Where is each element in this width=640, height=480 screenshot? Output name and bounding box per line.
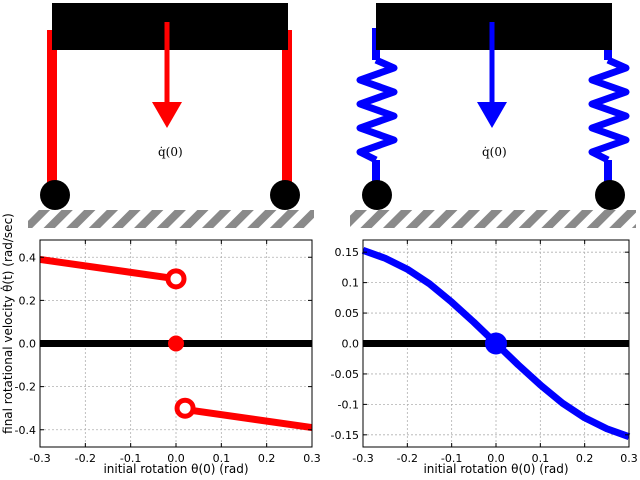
- ytick-label: -0.4: [15, 424, 36, 437]
- ytick-label: 0.0: [19, 338, 37, 351]
- foot-left-b: [270, 180, 300, 210]
- chart-right-markers: [485, 332, 507, 355]
- arrow-left-head: [152, 102, 182, 128]
- marker-filled-0: [485, 332, 507, 355]
- xtick-label: 0.3: [620, 452, 638, 465]
- chart-left-series: [39, 255, 313, 432]
- ytick-label: 0.4: [19, 251, 37, 264]
- velocity-label-left: q̇(0): [158, 145, 183, 159]
- ytick-label: -0.2: [15, 381, 36, 394]
- velocity-label-right: q̇(0): [482, 145, 507, 159]
- ytick-label: 0.15: [335, 246, 360, 259]
- ground-left: [28, 210, 314, 228]
- ytick-label: -0.1: [338, 398, 359, 411]
- chart-left-xticks: -0.3 -0.2 -0.1 0.0 0.1 0.2 0.3: [29, 240, 321, 465]
- ytick-label: 0.2: [19, 294, 37, 307]
- chart-left-markers: [165, 268, 196, 419]
- ytick-label: 0.1: [342, 277, 360, 290]
- diagram-spring-legs: q̇(0): [350, 3, 636, 228]
- xtick-label: -0.2: [75, 452, 96, 465]
- xtick-label: 0.2: [258, 452, 276, 465]
- chart-right-yticks: -0.15 -0.1 -0.05 0.0 0.05 0.1 0.15: [331, 246, 629, 442]
- spring-right-b: [588, 56, 630, 164]
- ytick-label: -0.15: [331, 429, 359, 442]
- diagram-rigid-legs: q̇(0): [28, 3, 314, 228]
- arrow-right-head: [477, 102, 507, 128]
- xtick-label: 0.3: [303, 452, 321, 465]
- body-left: [52, 3, 288, 50]
- foot-right-a: [362, 180, 392, 210]
- xtick-label: -0.3: [352, 452, 373, 465]
- xtick-label: 0.0: [487, 452, 505, 465]
- xtick-label: 0.1: [213, 452, 231, 465]
- ytick-label: -0.05: [331, 368, 359, 381]
- ground-right: [350, 210, 636, 228]
- xtick-label: 0.2: [576, 452, 594, 465]
- chart-right: -0.3 -0.2 -0.1 0.0 0.1 0.2 0.3 -0.15 -0.1 -0.05 0…: [331, 239, 638, 476]
- xtick-label: -0.3: [29, 452, 50, 465]
- chart-right-xticks: -0.3 -0.2 -0.1 0.0 0.1 0.2 0.3: [352, 240, 638, 465]
- ytick-label: 0.0: [342, 338, 360, 351]
- chart-left-yticks: -0.4 -0.2 0.0 0.2 0.4: [15, 251, 312, 437]
- chart-left-xlabel: initial rotation θ(0) (rad): [103, 462, 248, 476]
- ytick-label: 0.05: [335, 307, 360, 320]
- xtick-label: -0.1: [441, 452, 462, 465]
- foot-left-a: [40, 180, 70, 210]
- chart-left-ylabel: final rotational velocity θ̇(t) (rad/sec…: [0, 213, 15, 434]
- chart-left: -0.3 -0.2 -0.1 0.0 0.1 0.2 0.3 -0.4 -0.2 0.0 0.2 0…: [0, 213, 321, 476]
- marker-open-0: [165, 268, 187, 290]
- foot-right-b: [595, 180, 625, 210]
- series-line-0: [39, 255, 177, 283]
- marker-open-2: [174, 397, 196, 419]
- xtick-label: -0.2: [397, 452, 418, 465]
- spring-right-a: [356, 56, 398, 164]
- chart-right-xlabel: initial rotation θ(0) (rad): [423, 462, 568, 476]
- xtick-label: 0.1: [532, 452, 550, 465]
- xtick-label: 0.0: [167, 452, 185, 465]
- marker-filled-1: [168, 335, 184, 352]
- xtick-label: -0.1: [120, 452, 141, 465]
- series-line-1: [175, 404, 313, 432]
